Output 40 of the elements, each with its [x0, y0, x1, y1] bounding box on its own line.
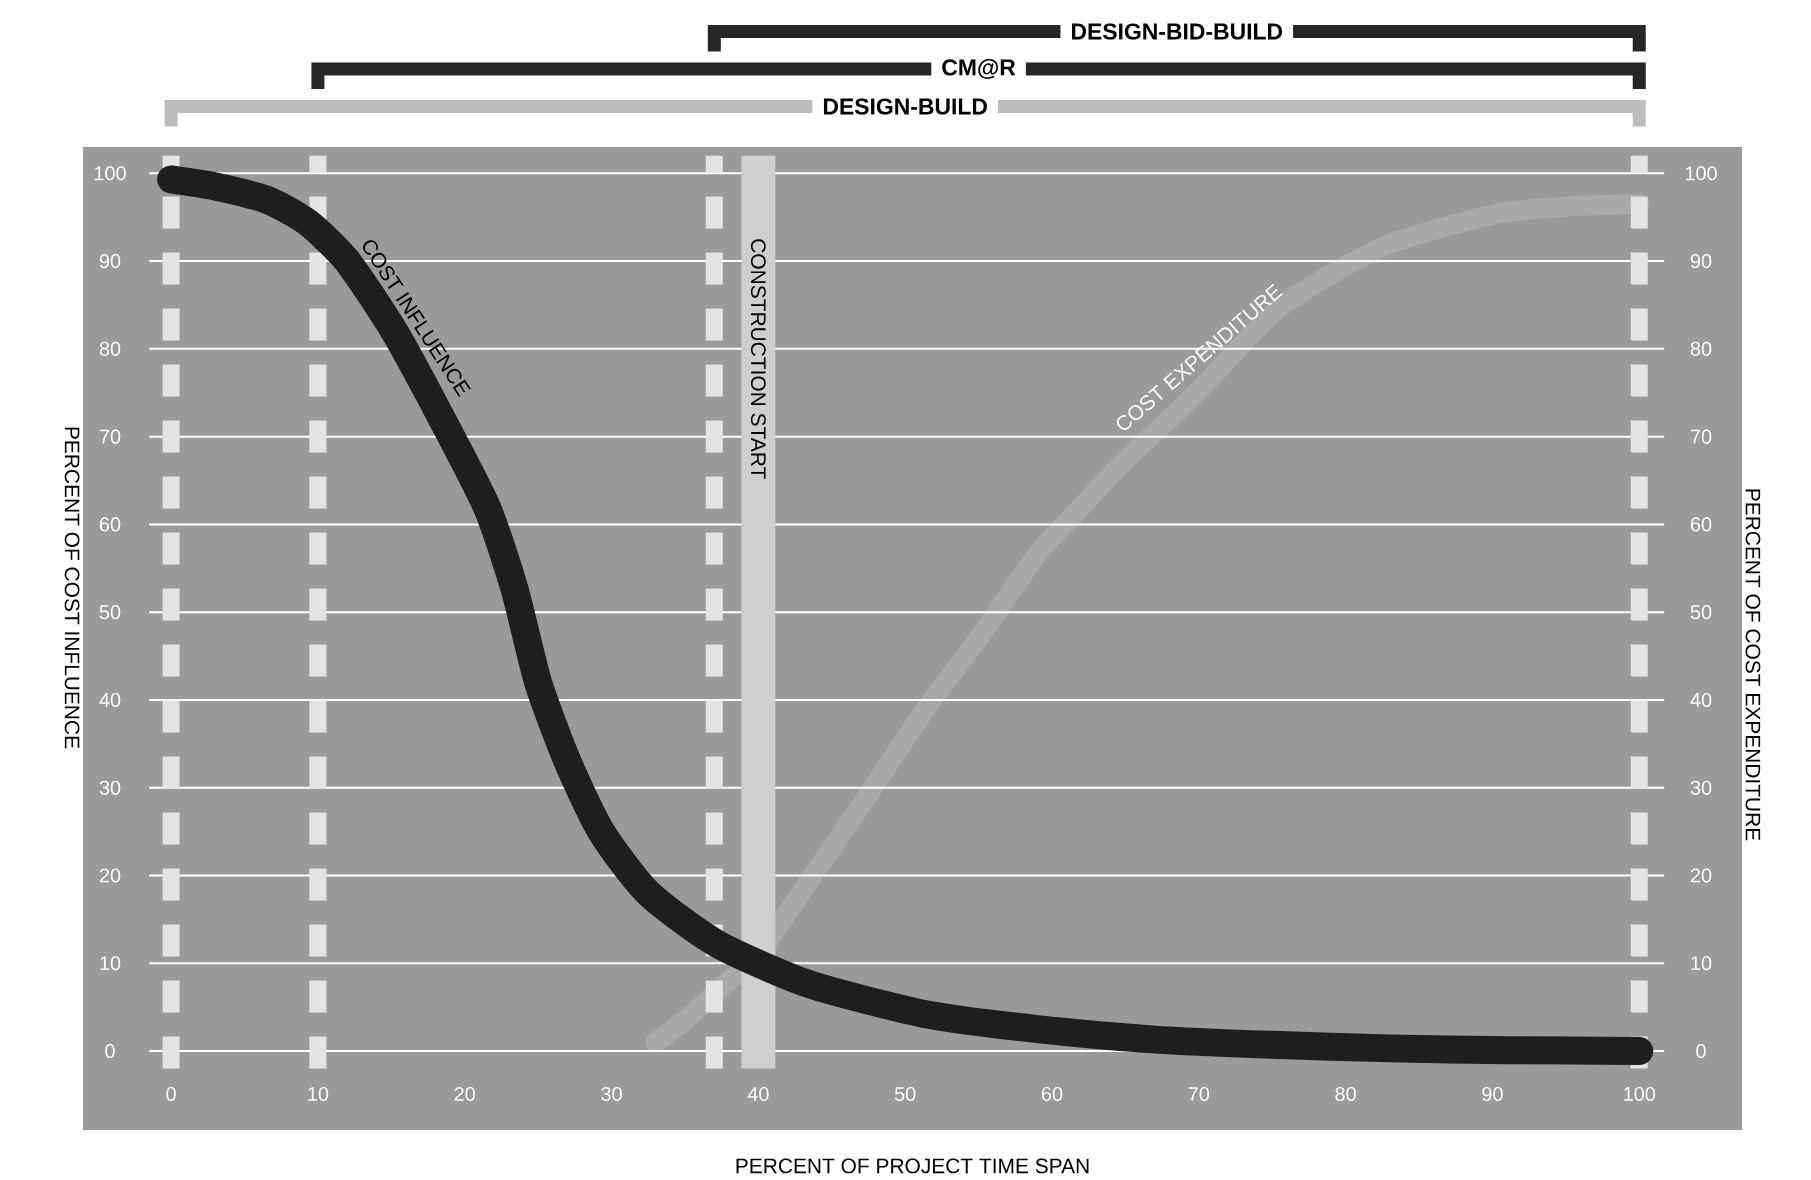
x-tick-label: 100 [1624, 1086, 1656, 1102]
text: DESIGN-BID-BUILD [1072, 23, 1283, 40]
text: DESIGN-BUILD [823, 98, 987, 115]
x-tick-label: 50 [894, 1086, 916, 1102]
x-tick-label: 60 [1041, 1086, 1063, 1102]
y-tick-label: 10 [100, 956, 121, 971]
y2-tick-label: 100 [1685, 166, 1717, 181]
y2-tick-label: 90 [1690, 254, 1712, 269]
y-tick-label: 100 [94, 166, 126, 181]
x-tick-label: 10 [308, 1086, 329, 1102]
y-tick-label: 80 [99, 341, 121, 356]
x-tick-label: 0 [166, 1086, 176, 1102]
x-tick-label: 70 [1188, 1086, 1210, 1102]
y2-tick-label: 50 [1690, 605, 1712, 620]
y-tick-label: 30 [99, 780, 121, 795]
y-tick-label: 60 [99, 517, 121, 532]
x-tick-label: 80 [1335, 1086, 1356, 1102]
y2-tick-label: 10 [1691, 956, 1712, 971]
y2-tick-label: 60 [1690, 517, 1712, 532]
y2-tick-label: 0 [1696, 1043, 1706, 1059]
y-tick-label: 50 [99, 605, 121, 620]
y2-axis-title: PERCENT OF COST EXPENDITURE [1745, 489, 1761, 841]
x-tick-label: 90 [1482, 1086, 1503, 1102]
y2-tick-label: 80 [1690, 341, 1712, 356]
x-tick-label: 30 [601, 1086, 622, 1102]
y2-tick-label: 30 [1690, 780, 1712, 795]
y2-tick-label: 20 [1690, 868, 1712, 883]
y-tick-label: 90 [99, 254, 121, 269]
y2-tick-label: 40 [1690, 692, 1712, 707]
ref-line-label: CONSTRUCTION START [750, 239, 766, 479]
y-tick-label: 20 [99, 868, 121, 883]
y-tick-label: 70 [99, 429, 121, 444]
x-tick-label: 40 [747, 1086, 769, 1102]
y-tick-label: 0 [105, 1043, 115, 1059]
y-axis-title: PERCENT OF COST INFLUENCE [64, 427, 80, 749]
x-tick-label: 20 [454, 1086, 476, 1102]
y2-tick-label: 70 [1690, 429, 1712, 444]
y-tick-label: 40 [99, 692, 121, 707]
text: CM@R [942, 59, 1016, 79]
x-axis-title: PERCENT OF PROJECT TIME SPAN [736, 1158, 1089, 1174]
